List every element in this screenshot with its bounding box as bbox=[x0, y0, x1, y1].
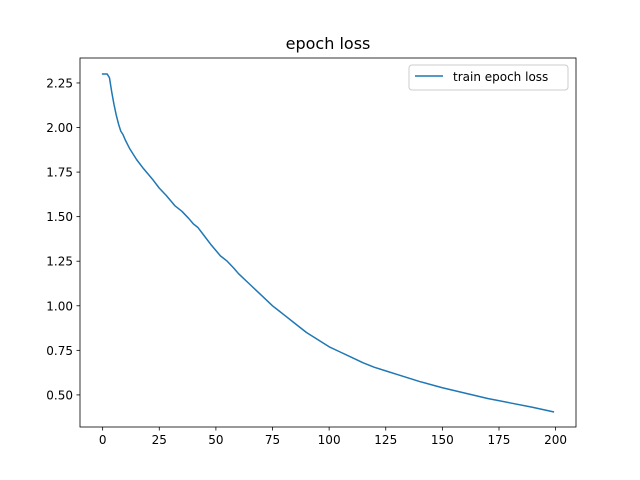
y-tick-label: 1.75 bbox=[46, 166, 73, 180]
x-tick-label: 100 bbox=[318, 433, 341, 447]
plot-area: 0 25 50 75 100 125 150 175 200 0.50 0.75 1.00 1.25 1.… bbox=[46, 57, 577, 447]
chart-title: epoch loss bbox=[286, 34, 371, 53]
series-line-0 bbox=[101, 73, 555, 413]
x-tick-label: 0 bbox=[99, 433, 107, 447]
x-tick-label: 150 bbox=[431, 433, 454, 447]
y-tick-label: 0.75 bbox=[46, 344, 73, 358]
x-tick-label: 200 bbox=[544, 433, 567, 447]
x-tick-label: 175 bbox=[488, 433, 511, 447]
x-tick-label: 25 bbox=[152, 433, 167, 447]
x-tick-label: 125 bbox=[374, 433, 397, 447]
axes-frame bbox=[79, 57, 577, 428]
y-tick-label: 2.00 bbox=[46, 121, 73, 135]
x-tick-label: 50 bbox=[208, 433, 223, 447]
x-tick-label: 75 bbox=[265, 433, 280, 447]
legend-label: train epoch loss bbox=[453, 70, 548, 84]
y-tick-label: 2.25 bbox=[46, 76, 73, 90]
y-tick-label: 1.50 bbox=[46, 210, 73, 224]
y-tick-label: 0.50 bbox=[46, 388, 73, 402]
y-tick-label: 1.25 bbox=[46, 255, 73, 269]
legend: train epoch loss bbox=[408, 64, 569, 91]
legend-frame bbox=[408, 64, 569, 91]
y-tick-label: 1.00 bbox=[46, 299, 73, 313]
